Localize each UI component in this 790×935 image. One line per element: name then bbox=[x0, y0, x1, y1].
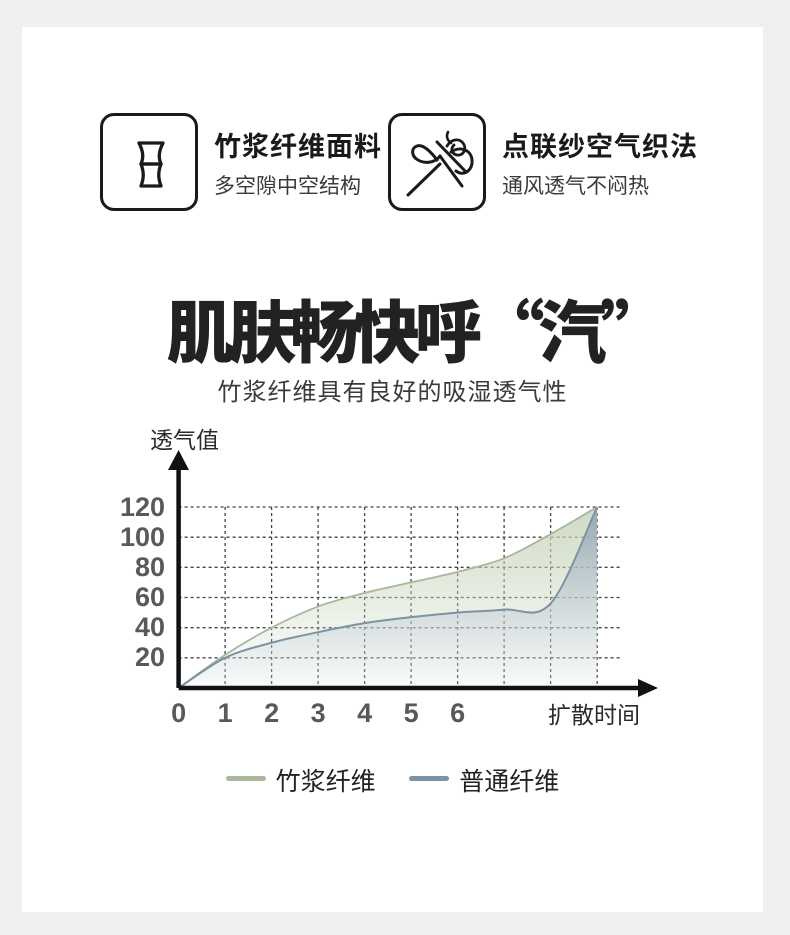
svg-text:20: 20 bbox=[135, 642, 165, 672]
svg-text:60: 60 bbox=[135, 582, 165, 612]
svg-text:1: 1 bbox=[218, 698, 233, 728]
svg-text:80: 80 bbox=[135, 552, 165, 582]
svg-text:120: 120 bbox=[120, 492, 165, 522]
svg-text:6: 6 bbox=[450, 698, 465, 728]
svg-text:0: 0 bbox=[171, 698, 186, 728]
svg-text:5: 5 bbox=[404, 698, 419, 728]
svg-text:2: 2 bbox=[264, 698, 279, 728]
svg-text:4: 4 bbox=[357, 698, 372, 728]
svg-text:100: 100 bbox=[120, 522, 165, 552]
svg-text:40: 40 bbox=[135, 612, 165, 642]
svg-text:3: 3 bbox=[311, 698, 326, 728]
